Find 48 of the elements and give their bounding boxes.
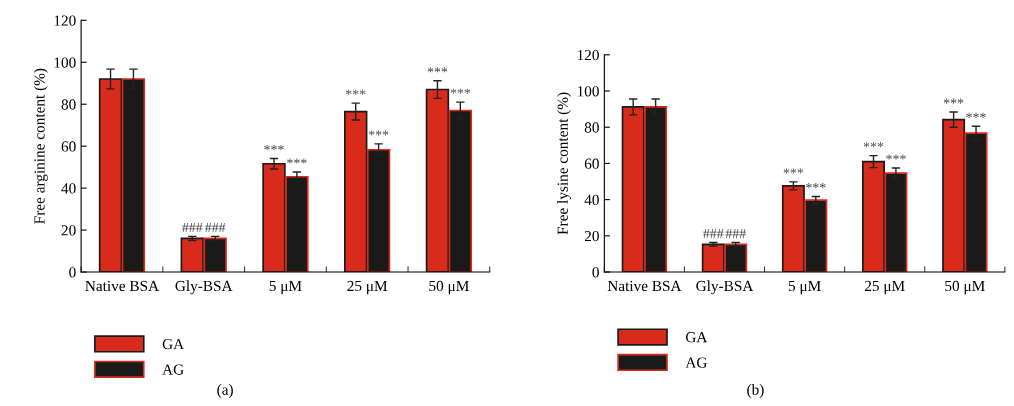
x-tick-label: 5 μM — [788, 280, 821, 295]
data-label: *** — [264, 145, 284, 151]
y-tick-label: 80 — [61, 99, 76, 110]
y-tick-label: 120 — [577, 49, 599, 61]
legend-label: AG — [685, 357, 707, 368]
x-tick-label: 50 μM — [429, 280, 469, 295]
data-label: *** — [368, 130, 389, 136]
x-tick-label: 25 μM — [864, 280, 905, 295]
x-tick-label: Native BSA — [607, 280, 682, 292]
y-tick-label: 40 — [584, 194, 599, 206]
data-label: *** — [943, 98, 964, 104]
legend-label: AG — [162, 364, 184, 375]
y-axis-title: Free lysine content (%) — [557, 92, 572, 235]
y-tick-label: 120 — [54, 15, 76, 26]
y-tick-label: 40 — [61, 183, 76, 194]
y-tick-label: 60 — [61, 141, 76, 152]
x-tick-label: 5 μM — [269, 280, 302, 295]
text: (b) — [747, 384, 764, 398]
x-tick-label: Native BSA — [85, 280, 159, 292]
y-tick-label: 100 — [577, 86, 599, 97]
y-tick-label: 80 — [584, 122, 599, 133]
y-tick-label: 60 — [584, 158, 599, 169]
data-label: *** — [427, 67, 448, 73]
y-tick-label: 0 — [592, 267, 599, 278]
legend-label: GA — [685, 332, 708, 343]
legend-label: GA — [162, 338, 185, 350]
y-tick-label: 20 — [584, 230, 599, 242]
data-label: ### — [725, 229, 746, 239]
data-label: *** — [783, 168, 804, 174]
x-tick-label: Gly-BSA — [696, 280, 754, 295]
data-label: ### — [703, 229, 724, 239]
data-label: ### — [182, 222, 203, 233]
y-tick-label: 0 — [69, 267, 76, 278]
x-tick-label: 50 μM — [945, 280, 985, 295]
data-label: *** — [863, 142, 884, 148]
data-label: ### — [204, 222, 226, 233]
data-label: *** — [345, 89, 366, 95]
data-label: *** — [806, 183, 826, 189]
data-label: *** — [450, 88, 471, 94]
x-tick-label: Gly-BSA — [175, 280, 233, 295]
y-tick-label: 100 — [54, 57, 76, 68]
text: (a) — [217, 384, 233, 398]
y-axis-title: Free arginine content (%) — [33, 68, 48, 224]
data-label: *** — [966, 112, 986, 118]
data-label: *** — [287, 158, 307, 164]
x-tick-label: 25 μM — [347, 280, 388, 295]
data-label: *** — [886, 154, 906, 160]
y-tick-label: 20 — [61, 225, 76, 236]
